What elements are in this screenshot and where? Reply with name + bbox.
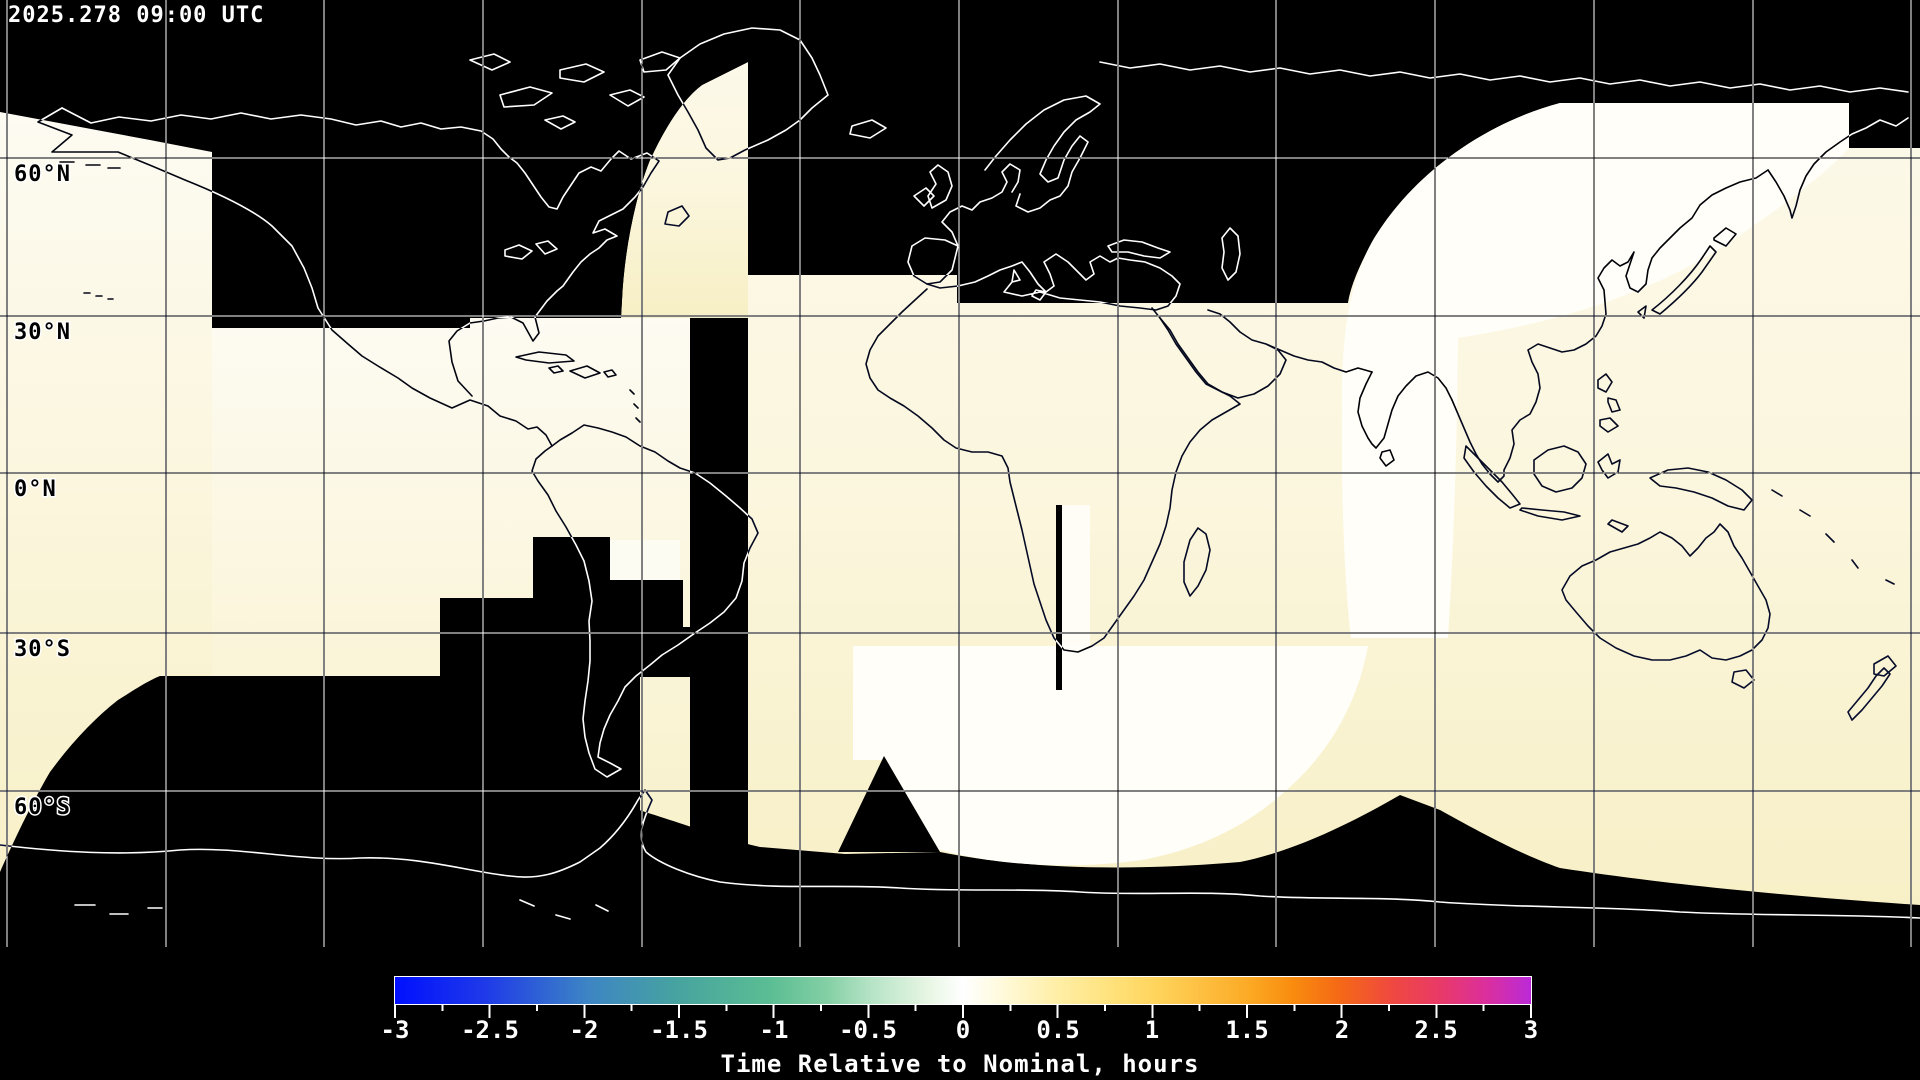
lat-label-30s: 30°S <box>14 637 71 662</box>
coastline-madagascar <box>1183 527 1211 597</box>
nodata-thin-bar <box>1056 505 1062 690</box>
caribbean-islands <box>515 351 641 423</box>
colorbar-major-ticks <box>394 1004 1533 1018</box>
coastline-new-zealand <box>1847 655 1897 721</box>
coastline-north-america-east-arctic <box>61 107 660 397</box>
pacific-island-chains <box>1771 489 1895 585</box>
white-sliver-indian-ocean <box>1062 505 1090 647</box>
coastline-arabia-iran <box>1159 309 1373 399</box>
lat-label-30n: 30°N <box>14 320 71 345</box>
colorbar-tick-label: 2 <box>1334 1016 1350 1044</box>
region-white-east-asia <box>1342 103 1849 638</box>
philippines <box>1597 373 1621 433</box>
region-white-south-atlantic <box>853 646 1368 866</box>
graticule <box>0 0 1920 947</box>
colorbar: -3 -2.5 -2 -1.5 -1 -0.5 0 0.5 1 1.5 2 2.… <box>0 947 1920 1080</box>
colorbar-title: Time Relative to Nominal, hours <box>720 1050 1200 1078</box>
caspian-sea <box>1221 227 1241 281</box>
colorbar-tick-label: 3 <box>1523 1016 1539 1044</box>
nodata-patagonia-east <box>610 580 683 627</box>
lat-label-60n: 60°N <box>14 162 71 187</box>
coastline-mediterranean <box>926 253 1181 311</box>
nodata-canada-block <box>212 0 748 328</box>
coastline-greenland <box>667 27 829 161</box>
coastlines <box>0 27 1920 920</box>
colorbar-tick-label: 0.5 <box>1036 1016 1080 1044</box>
coastline-africa <box>865 288 1241 653</box>
colorbar-tick-label: -1.5 <box>650 1016 708 1044</box>
pale-notch-south-america <box>610 540 680 580</box>
coastline-australia <box>1561 523 1771 689</box>
coastline-uk-ireland <box>913 164 953 209</box>
colorbar-tick-label: 2.5 <box>1414 1016 1458 1044</box>
coastline-scandinavia <box>984 95 1101 213</box>
coastline-south-america <box>531 424 759 778</box>
lat-label-0n: 0°N <box>14 477 57 502</box>
coastline-japan <box>1637 227 1737 319</box>
colorbar-tick-label: -1 <box>759 1016 789 1044</box>
nodata-southpacific-arc <box>0 537 640 945</box>
coastline-kamchatka-chukotka <box>1767 117 1909 219</box>
black-sea <box>1107 239 1171 259</box>
indonesia <box>1463 445 1753 533</box>
colorbar-tick-label: 1.5 <box>1225 1016 1269 1044</box>
lat-label-60s: 60°S <box>14 795 71 820</box>
nodata-wedge <box>838 756 940 852</box>
colorbar-tick-label: -2 <box>569 1016 599 1044</box>
timestamp-label: 2025.278 09:00 UTC <box>8 3 265 28</box>
colorbar-tick-label: -0.5 <box>839 1016 897 1044</box>
latitude-labels: 60°N 30°N 0°N 30°S 60°S <box>13 161 72 822</box>
coastline-iceland <box>849 119 887 139</box>
latitude-gridlines <box>0 157 1920 792</box>
colorbar-tick-label: -3 <box>380 1016 410 1044</box>
coastline-antarctica <box>0 789 1920 920</box>
coastline-north-america-west <box>37 107 553 447</box>
colorbar-tick-label: -2.5 <box>461 1016 519 1044</box>
nodata-eurasia-block <box>748 0 1920 303</box>
coastline-newfoundland <box>664 205 690 227</box>
region-nw-atlantic-swath <box>621 62 748 318</box>
colorbar-tick-label: 1 <box>1144 1016 1160 1044</box>
hawaii <box>83 292 114 300</box>
aleutian-islands <box>59 161 121 169</box>
colorbar-tick-label: 0 <box>955 1016 971 1044</box>
canadian-arctic-islands <box>469 51 681 130</box>
colorbar-gradient <box>394 976 1532 1005</box>
world-coverage-map: 60°N 30°N 0°N 30°S 60°S <box>0 0 1920 947</box>
coastline-india <box>1357 371 1453 467</box>
great-lakes <box>504 240 558 260</box>
coastline-se-asia-china <box>1451 169 1769 483</box>
coastline-siberia-arctic <box>1099 61 1909 93</box>
